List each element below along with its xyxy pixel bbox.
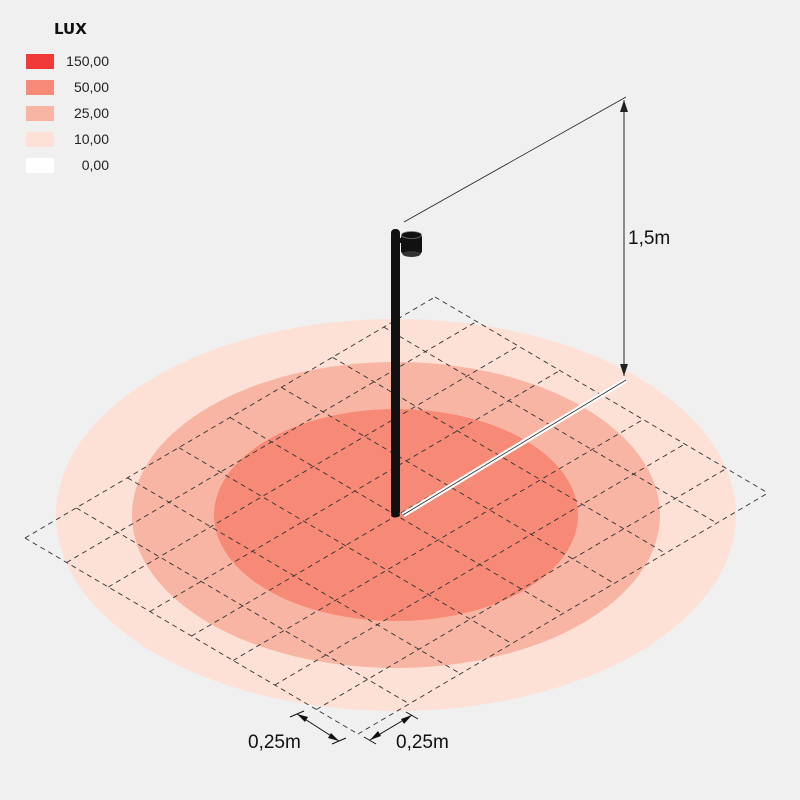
grid-y-tick-a <box>363 736 377 745</box>
legend-value-10: 10,00 <box>73 131 109 147</box>
legend-item-25: 25,00 <box>26 100 126 126</box>
legend-swatch-150 <box>26 53 54 69</box>
legend-item-0: 0,00 <box>26 152 126 178</box>
luminaire-top <box>401 231 422 239</box>
grid-spacing-dimensions <box>289 710 419 745</box>
legend-value-150: 150,00 <box>66 53 109 69</box>
grid-y-arrow-a <box>370 731 381 740</box>
height-arrow-top <box>620 100 628 112</box>
height-dimension <box>401 96 628 518</box>
lux-legend: LUX 150,00 50,00 25,00 10,00 0,00 <box>26 18 126 178</box>
grid-line-a-1 <box>76 507 410 705</box>
luminaire-lens <box>402 251 421 257</box>
grid-line-b-8 <box>357 492 769 735</box>
pole-base <box>391 512 400 518</box>
pole-arm <box>396 238 404 243</box>
grid-y-label: 0,25m <box>396 732 449 753</box>
grid-x-arrow-b <box>328 733 339 741</box>
luminaire-body <box>401 234 422 254</box>
legend-title: LUX <box>54 20 87 38</box>
height-extension-top <box>403 96 627 223</box>
legend-swatch-25 <box>26 105 54 121</box>
grid-line-b-5 <box>232 419 644 661</box>
height-arrow-bottom <box>620 364 628 376</box>
grid-x-arrow-a <box>297 714 308 722</box>
legend-swatch-10 <box>26 131 54 147</box>
legend-swatch-50 <box>26 79 54 95</box>
grid-line-b-7 <box>316 468 727 710</box>
grid-x-label: 0,25m <box>248 732 301 753</box>
legend-value-50: 50,00 <box>73 79 109 95</box>
height-extension-bottom-line <box>402 379 627 516</box>
light-pole <box>391 229 422 518</box>
legend-item-10: 10,00 <box>26 126 126 152</box>
height-label: 1,5m <box>628 228 670 249</box>
grid-line-a-3 <box>178 447 513 644</box>
legend-item-150: 150,00 <box>26 48 126 74</box>
legend-value-0: 0,00 <box>81 157 109 173</box>
grid-line-b-2 <box>108 345 519 588</box>
grid-y-arrow-b <box>401 715 412 724</box>
legend-value-25: 25,00 <box>73 105 109 121</box>
legend-item-50: 50,00 <box>26 74 126 100</box>
legend-swatch-0 <box>26 157 54 173</box>
grid-line-b-6 <box>274 443 686 686</box>
pole-shaft <box>391 229 400 516</box>
